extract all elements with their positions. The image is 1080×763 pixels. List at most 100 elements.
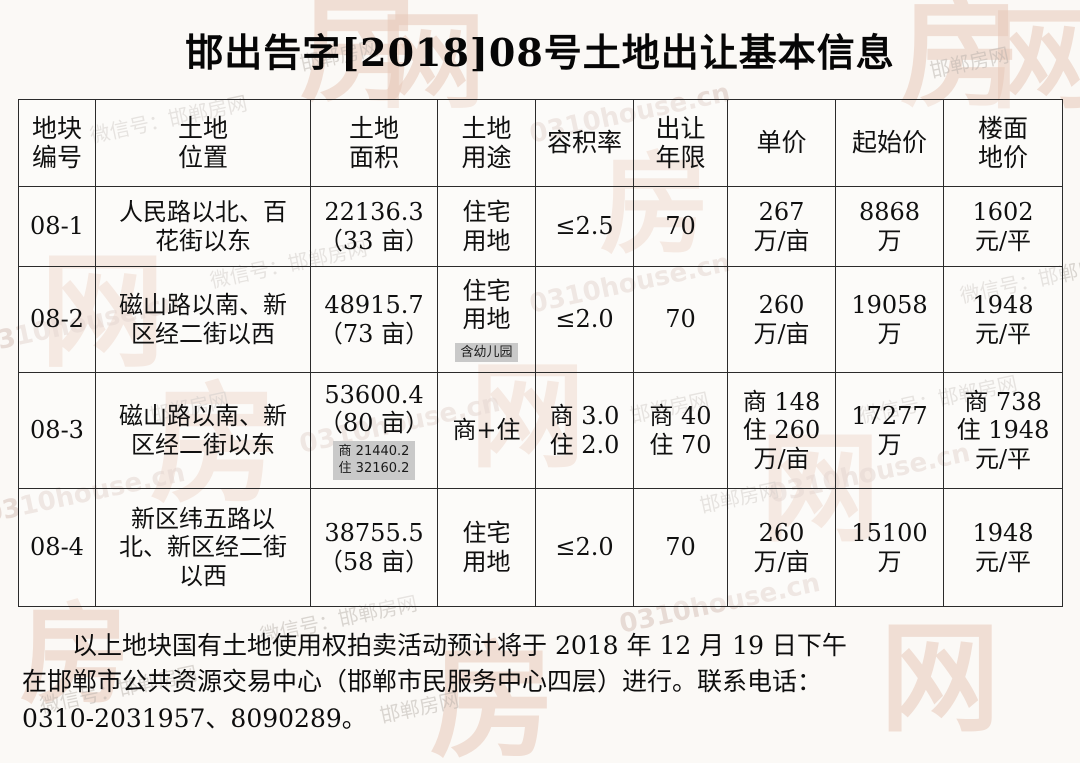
cell-far: 商 3.0 住 2.0 <box>535 372 634 489</box>
area-mu: （73 亩） <box>318 319 430 348</box>
unit-price-line-commercial: 商 148 <box>742 388 821 417</box>
floor-price-value: 1948 <box>972 519 1034 548</box>
start-price-unit: 万 <box>877 547 902 576</box>
cell-floor-price: 1602 元/平 <box>943 186 1063 267</box>
cell-far: ≤2.0 <box>535 488 634 607</box>
use-line: 用地 <box>462 226 511 255</box>
cell-unit-price: 267 万/亩 <box>727 186 836 267</box>
area-value: 38755.5 <box>324 519 424 548</box>
unit-price-unit: 万/亩 <box>753 547 810 576</box>
use-line: 商+住 <box>452 416 521 445</box>
use-note-badge: 含幼儿园 <box>455 342 518 363</box>
column-header-floor-price: 楼面 地价 <box>943 99 1063 187</box>
cell-start-price: 15100 万 <box>835 488 944 607</box>
header-line: 出让 <box>655 113 706 143</box>
location-line: 磁山路以南、新 <box>119 291 287 320</box>
location-line: 磁山路以南、新 <box>119 402 287 431</box>
area-value: 48915.7 <box>324 291 424 320</box>
table-row: 08-4 新区纬五路以 北、新区经二街 以西 38755.5 （58 亩） 住宅… <box>18 488 1063 607</box>
unit-price-value: 267 <box>758 198 805 227</box>
unit-price-line-residential: 住 260 <box>742 416 821 445</box>
location-line: 花街以东 <box>155 226 251 255</box>
cell-floor-price: 商 738 住 1948 元/平 <box>943 372 1063 489</box>
unit-price-unit: 万/亩 <box>753 226 810 255</box>
land-auction-table: 地块 编号 土地 位置 土地 面积 土地 用途 容积率 <box>18 99 1063 607</box>
cell-use: 住宅 用地 <box>437 186 536 267</box>
cell-area: 53600.4 （80 亩） 商 21440.2 住 32160.2 <box>310 372 438 489</box>
table-row: 08-2 磁山路以南、新 区经二街以西 48915.7 （73 亩） 住宅 用地… <box>18 266 1063 373</box>
floor-price-unit: 元/平 <box>974 226 1032 255</box>
column-header-parcel-no: 地块 编号 <box>18 99 96 187</box>
cell-floor-price: 1948 元/平 <box>943 488 1063 607</box>
column-header-use: 土地 用途 <box>437 99 536 187</box>
area-mu: （58 亩） <box>318 547 430 576</box>
cell-parcel-no: 08-4 <box>18 488 96 607</box>
location-line: 区经二街以东 <box>131 430 275 459</box>
location-line: 人民路以北、百 <box>119 198 287 227</box>
floor-price-value: 1948 <box>972 291 1034 320</box>
cell-term: 商 40 住 70 <box>633 372 728 489</box>
far-line-residential: 住 2.0 <box>549 430 620 459</box>
cell-start-price: 19058 万 <box>835 266 944 373</box>
cell-location: 新区纬五路以 北、新区经二街 以西 <box>95 488 311 607</box>
header-line: 起始价 <box>851 128 927 158</box>
header-line: 土地 <box>177 113 228 143</box>
location-line: 以西 <box>179 561 227 590</box>
column-header-unit-price: 单价 <box>727 99 836 187</box>
header-line: 年限 <box>655 143 706 172</box>
cell-location: 磁山路以南、新 区经二街以东 <box>95 372 311 489</box>
footer-line-3: 0310-2031957、8090289。 <box>22 703 367 733</box>
column-header-location: 土地 位置 <box>95 99 311 187</box>
area-value: 53600.4 <box>324 381 424 410</box>
header-line: 面积 <box>348 143 399 172</box>
unit-price-value: 260 <box>758 519 805 548</box>
header-line: 楼面 <box>977 113 1028 143</box>
start-price-unit: 万 <box>877 226 902 255</box>
start-price-value: 17277 <box>851 402 928 431</box>
area-note-badge: 商 21440.2 住 32160.2 <box>332 440 416 480</box>
area-mu: （80 亩） <box>318 409 430 438</box>
floor-price-value: 1602 <box>972 198 1034 227</box>
header-line: 土地 <box>348 113 399 143</box>
footer-line-2: 在邯郸市公共资源交易中心（邯郸市民服务中心四层）进行。联系电话： <box>22 667 823 697</box>
column-header-far: 容积率 <box>535 99 634 187</box>
header-line: 地块 <box>31 113 82 143</box>
header-line: 编号 <box>31 143 82 172</box>
cell-area: 22136.3 （33 亩） <box>310 186 438 267</box>
cell-floor-price: 1948 元/平 <box>943 266 1063 373</box>
cell-unit-price: 商 148 住 260 万/亩 <box>727 372 836 489</box>
header-line: 容积率 <box>546 128 622 158</box>
use-line: 住宅 <box>462 198 511 227</box>
cell-term: 70 <box>633 266 728 373</box>
column-header-area: 土地 面积 <box>310 99 438 187</box>
cell-start-price: 17277 万 <box>835 372 944 489</box>
floor-price-unit: 元/平 <box>974 319 1032 348</box>
floor-price-line-residential: 住 1948 <box>956 416 1050 445</box>
start-price-value: 15100 <box>851 519 928 548</box>
table-row: 08-1 人民路以北、百 花街以东 22136.3 （33 亩） 住宅 用地 ≤… <box>18 186 1063 267</box>
cell-use: 住宅 用地 <box>437 488 536 607</box>
location-line: 新区纬五路以 <box>131 505 275 534</box>
unit-price-value: 260 <box>758 291 805 320</box>
footer-note: 以上地块国有土地使用权拍卖活动预计将于 2018 年 12 月 19 日下午 在… <box>22 628 1058 737</box>
table-row: 08-3 磁山路以南、新 区经二街以东 53600.4 （80 亩） 商 214… <box>18 372 1063 489</box>
floor-price-unit: 元/平 <box>974 444 1032 473</box>
cell-unit-price: 260 万/亩 <box>727 488 836 607</box>
header-line: 位置 <box>177 143 228 172</box>
location-line: 区经二街以西 <box>131 319 275 348</box>
use-line: 用地 <box>462 305 511 334</box>
term-line-residential: 住 70 <box>649 430 712 459</box>
start-price-unit: 万 <box>877 319 902 348</box>
table-header-row: 地块 编号 土地 位置 土地 面积 土地 用途 容积率 <box>18 99 1063 187</box>
cell-location: 磁山路以南、新 区经二街以西 <box>95 266 311 373</box>
cell-location: 人民路以北、百 花街以东 <box>95 186 311 267</box>
footer-line-1: 以上地块国有土地使用权拍卖活动预计将于 2018 年 12 月 19 日下午 <box>72 631 847 660</box>
cell-area: 48915.7 （73 亩） <box>310 266 438 373</box>
cell-start-price: 8868 万 <box>835 186 944 267</box>
start-price-value: 8868 <box>858 198 921 227</box>
far-line-commercial: 商 3.0 <box>549 402 620 431</box>
unit-price-unit: 万/亩 <box>753 319 810 348</box>
floor-price-line-commercial: 商 738 <box>964 388 1042 417</box>
header-line: 单价 <box>756 128 807 158</box>
